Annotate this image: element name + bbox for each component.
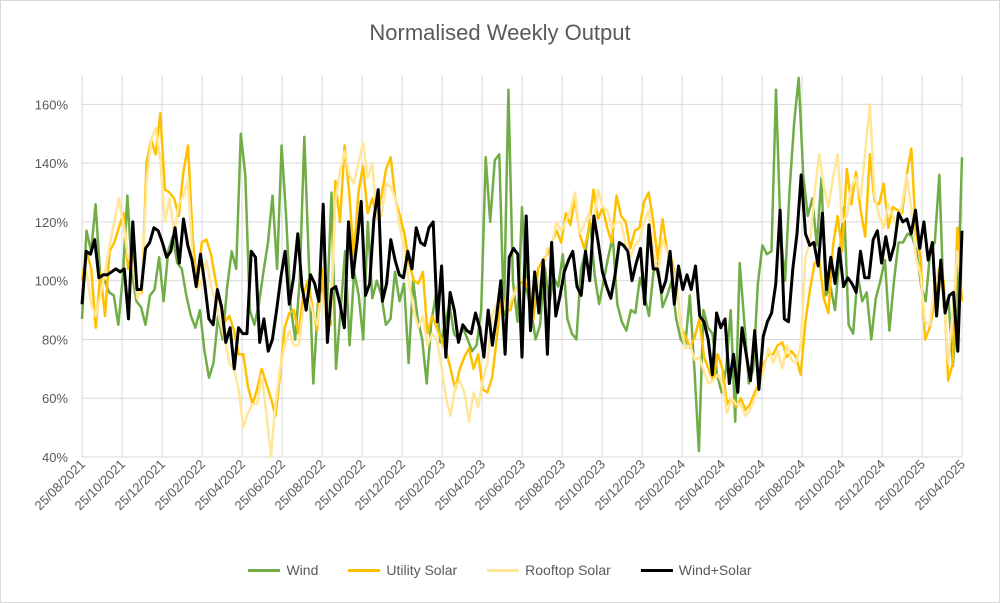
y-tick-label: 100% xyxy=(35,274,69,289)
legend-swatch xyxy=(640,568,673,572)
legend-item: Wind xyxy=(248,562,318,578)
legend-label: Wind xyxy=(286,562,319,578)
legend-swatch xyxy=(487,568,520,572)
legend-label: Utility Solar xyxy=(386,562,458,578)
legend-swatch xyxy=(348,568,381,572)
series-line-wind xyxy=(80,76,964,453)
legend-item: Wind+Solar xyxy=(640,562,752,578)
y-tick-label: 60% xyxy=(42,391,68,406)
series-line-wind-solar xyxy=(80,173,964,394)
legend-swatch xyxy=(248,568,281,572)
y-tick-label: 140% xyxy=(35,156,69,171)
y-tick-label: 160% xyxy=(35,97,69,112)
series-line-rooftop-solar xyxy=(80,103,964,459)
chart-legend: Wind Utility Solar Rooftop Solar Wind+Solar xyxy=(0,562,1000,578)
y-tick-label: 120% xyxy=(35,215,69,230)
legend-item: Utility Solar xyxy=(348,562,457,578)
legend-label: Wind+Solar xyxy=(678,562,752,578)
y-tick-label: 40% xyxy=(42,450,68,465)
y-tick-label: 80% xyxy=(42,332,68,347)
legend-item: Rooftop Solar xyxy=(487,562,611,578)
chart-title: Normalised Weekly Output xyxy=(369,20,631,45)
series-line-utility-solar xyxy=(80,111,964,418)
legend-label: Rooftop Solar xyxy=(525,562,611,578)
